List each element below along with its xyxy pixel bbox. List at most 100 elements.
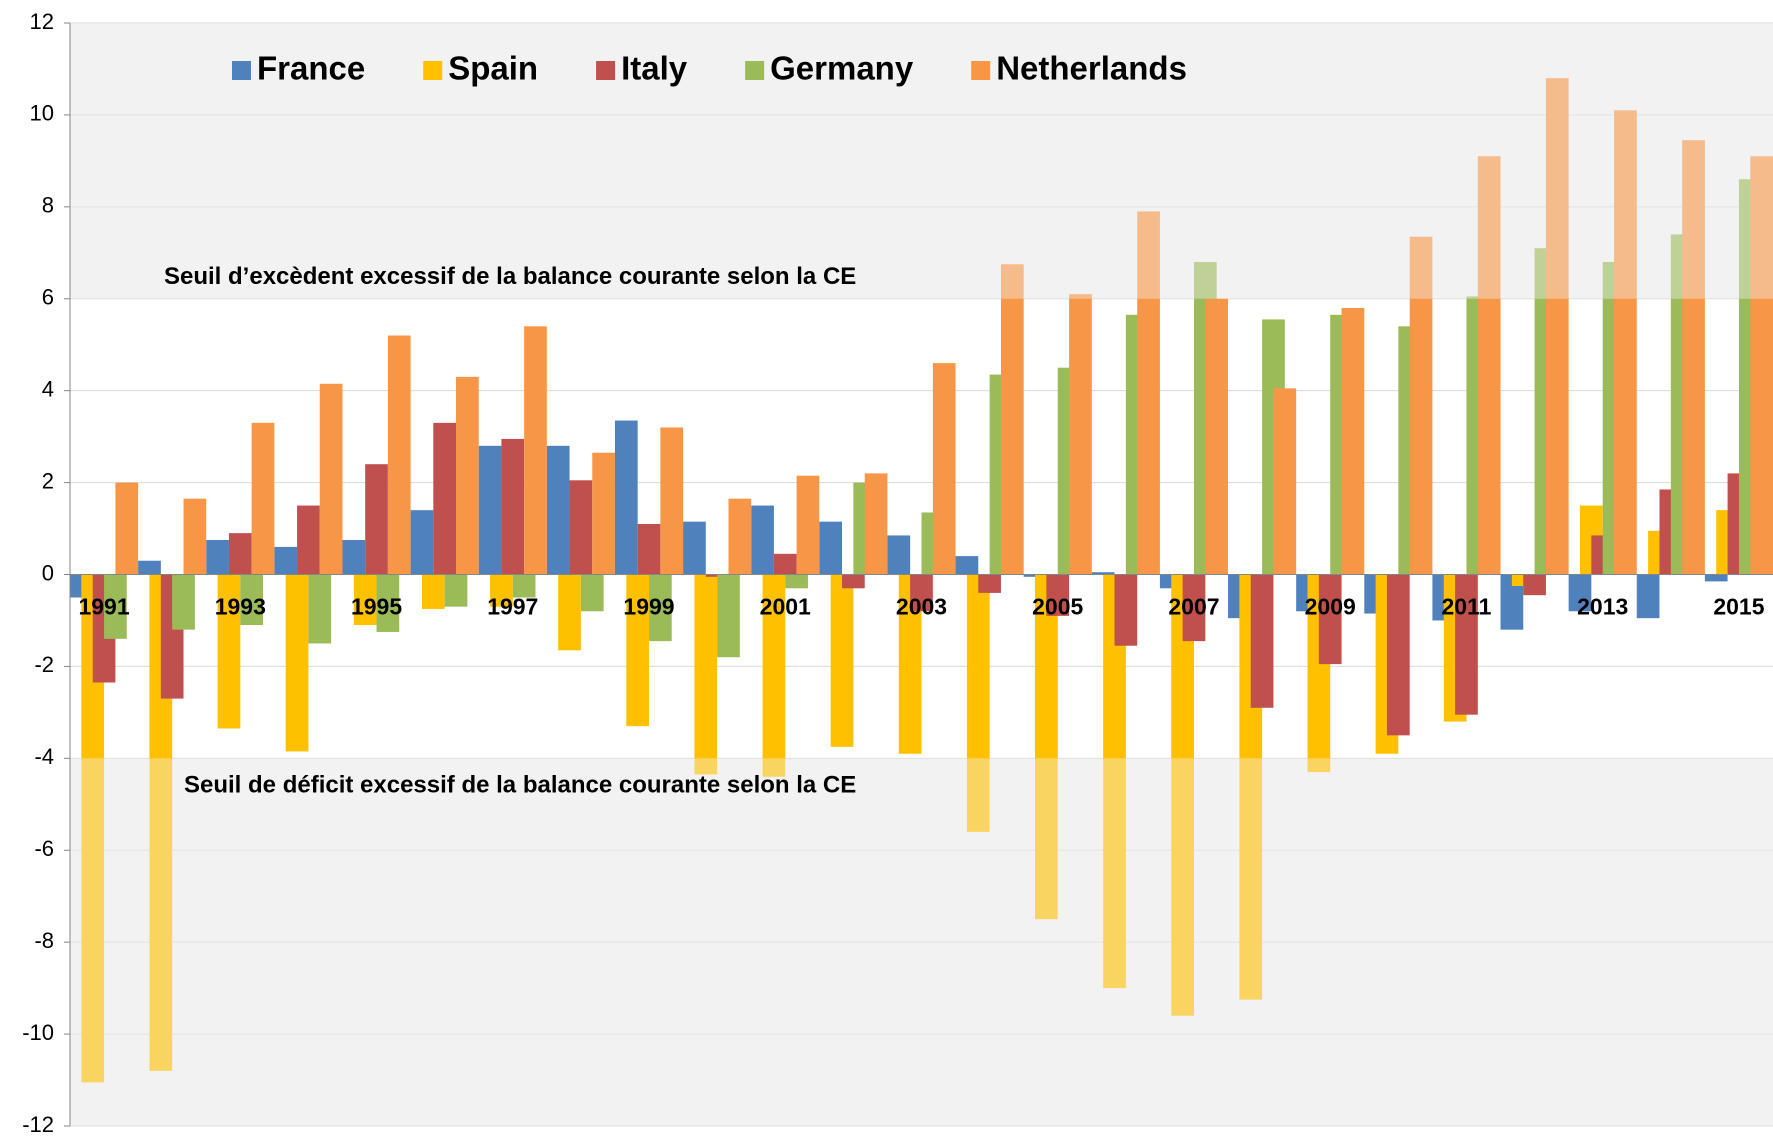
bar xyxy=(1205,298,1229,575)
x-tick-label: 1997 xyxy=(487,594,538,620)
legend-label: Italy xyxy=(621,50,688,87)
x-tick-label: 2013 xyxy=(1577,594,1628,620)
bar xyxy=(1273,388,1297,575)
bar xyxy=(1091,572,1115,575)
bar xyxy=(785,574,808,589)
bar xyxy=(1455,574,1478,715)
bar xyxy=(1523,574,1546,596)
y-tick-label: -12 xyxy=(22,1112,54,1136)
x-tick-label: 2009 xyxy=(1305,594,1356,620)
bar xyxy=(751,505,774,575)
bar xyxy=(365,464,388,575)
bar xyxy=(444,574,468,607)
bar xyxy=(410,510,434,575)
bar xyxy=(138,560,161,575)
bar xyxy=(637,523,661,575)
bar xyxy=(830,574,854,747)
bar xyxy=(240,574,264,626)
bar xyxy=(433,422,457,575)
bar xyxy=(1614,110,1637,575)
bar xyxy=(512,574,536,598)
x-tick-label: 2007 xyxy=(1168,594,1219,620)
excess-zone xyxy=(70,23,1773,299)
bar xyxy=(1114,574,1138,646)
bar xyxy=(456,376,479,575)
bar xyxy=(183,498,207,575)
bar xyxy=(796,475,820,575)
y-tick-label: -8 xyxy=(34,928,54,953)
bar xyxy=(387,335,411,575)
bar xyxy=(172,574,195,630)
bar xyxy=(1386,574,1410,736)
bar xyxy=(592,452,615,575)
bar xyxy=(274,546,298,575)
x-tick-label: 2011 xyxy=(1442,594,1492,620)
x-tick-label: 2005 xyxy=(1032,594,1083,620)
bar xyxy=(1409,236,1433,575)
bar xyxy=(1500,574,1524,630)
bar xyxy=(1750,156,1773,575)
bar xyxy=(319,383,343,575)
bar xyxy=(1069,294,1092,575)
y-tick-label: 8 xyxy=(42,193,54,218)
bar xyxy=(478,445,502,575)
legend-swatch xyxy=(232,61,251,80)
bar xyxy=(1682,140,1705,575)
bar xyxy=(501,438,525,575)
y-tick-label: 2 xyxy=(42,468,54,493)
bar xyxy=(353,574,377,626)
bar xyxy=(1171,574,1194,1016)
threshold-label: Seuil de déficit excessif de la balance … xyxy=(184,772,856,799)
bar xyxy=(81,574,105,1083)
bar xyxy=(1511,574,1535,586)
bar xyxy=(626,574,650,727)
y-tick-label: 10 xyxy=(30,101,54,126)
bar xyxy=(524,326,547,575)
bar xyxy=(1477,156,1501,575)
legend-swatch xyxy=(423,61,443,80)
bar xyxy=(1182,574,1206,642)
x-tick-label: 1995 xyxy=(351,594,402,620)
legend-label: Netherlands xyxy=(996,50,1187,87)
y-tick-label: -10 xyxy=(22,1020,54,1045)
bar xyxy=(297,505,320,575)
y-tick-label: 12 xyxy=(30,9,54,34)
legend-label: Spain xyxy=(448,50,538,87)
bar xyxy=(251,422,275,575)
x-tick-label: 1999 xyxy=(623,594,674,620)
bar xyxy=(1250,574,1274,708)
bar xyxy=(569,480,593,575)
y-tick-label: 4 xyxy=(42,376,54,401)
legend-label: France xyxy=(257,50,365,87)
legend-swatch xyxy=(971,61,991,80)
bar xyxy=(898,574,922,754)
bar xyxy=(376,574,400,632)
bar xyxy=(1318,574,1342,665)
bar xyxy=(694,574,718,775)
bar xyxy=(1046,574,1070,616)
bar xyxy=(762,574,786,777)
bar xyxy=(978,574,1001,593)
bar xyxy=(955,556,979,575)
bar xyxy=(660,427,684,575)
bar xyxy=(966,574,990,832)
bar xyxy=(115,482,139,575)
bar xyxy=(104,574,127,639)
bar xyxy=(546,445,570,575)
bar xyxy=(206,540,229,575)
bar xyxy=(285,574,309,752)
excess-zone xyxy=(70,758,1773,1126)
bar xyxy=(217,574,241,729)
bar xyxy=(773,553,797,575)
bar xyxy=(1636,574,1660,619)
bar xyxy=(421,574,445,609)
bar xyxy=(717,574,740,658)
x-tick-label: 2003 xyxy=(896,594,947,620)
bar xyxy=(1704,574,1728,582)
bar xyxy=(614,420,638,575)
bar xyxy=(932,363,956,575)
bar xyxy=(308,574,332,644)
bar xyxy=(910,574,933,612)
bar xyxy=(1341,307,1365,575)
